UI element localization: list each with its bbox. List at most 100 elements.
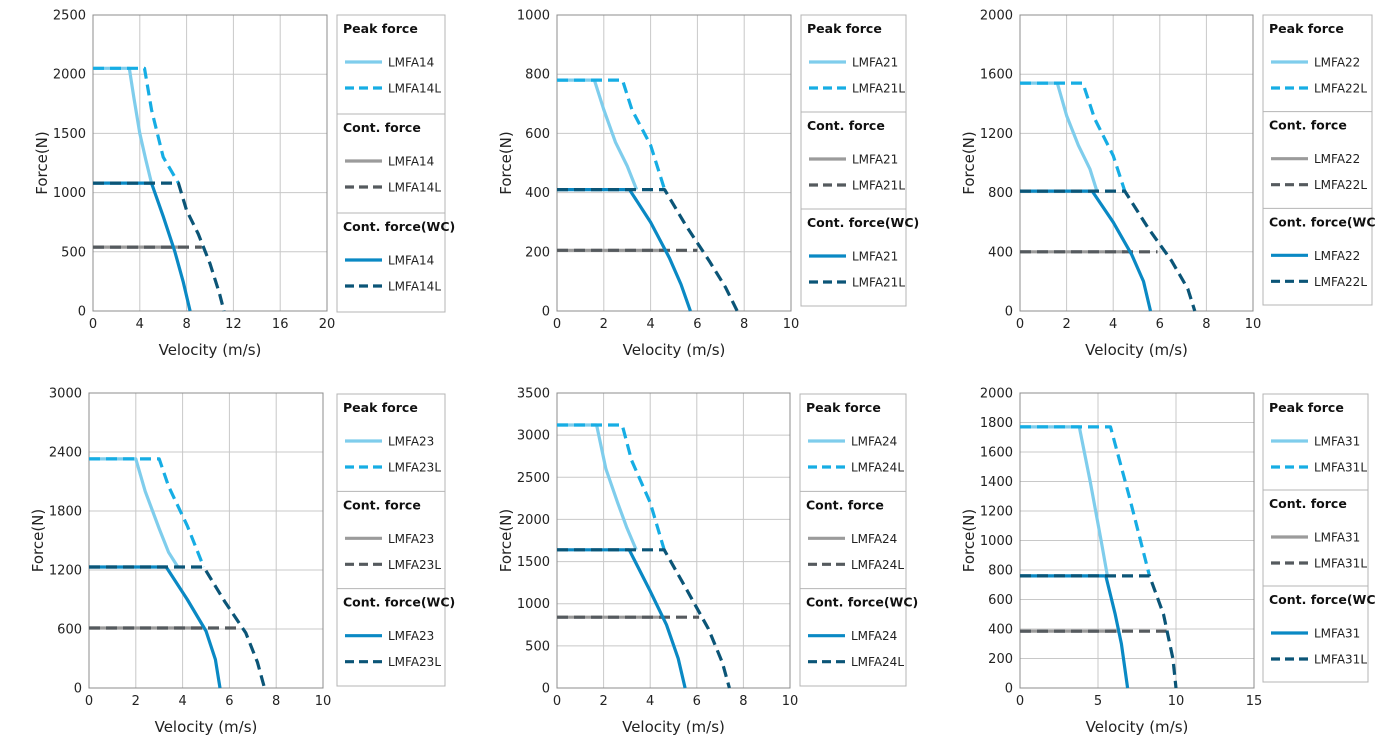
legend-label: LMFA22: [1314, 56, 1360, 70]
x-axis-title: Velocity (m/s): [159, 341, 262, 359]
y-tick-label: 0: [542, 682, 550, 697]
legend-heading: Cont. force(WC): [807, 215, 919, 230]
plot-area: [92, 14, 328, 312]
y-tick-label: 2500: [53, 9, 86, 24]
x-tick-label: 0: [1016, 694, 1024, 709]
series-line-wcL-LMFA31L: [1020, 574, 1178, 689]
series-line-peak-LMFA22: [1020, 81, 1099, 192]
legend: Peak force LMFA31 LMFA31L Cont. force LMFA31…: [1262, 393, 1376, 683]
legend-label: LMFA21L: [852, 179, 905, 193]
y-tick-label: 400: [988, 245, 1013, 260]
y-tick-label: 2000: [980, 387, 1013, 402]
legend-label: LMFA24L: [851, 461, 904, 475]
legend-label: LMFA24: [851, 532, 897, 546]
legend-label: LMFA24: [851, 629, 897, 643]
legend-label: LMFA31L: [1314, 557, 1367, 571]
y-axis-title: Force(N): [497, 509, 515, 573]
x-axis-title: Velocity (m/s): [1086, 718, 1189, 736]
series-line-peakL-LMFA21L: [557, 78, 667, 191]
legend: Peak force LMFA24 LMFA24L Cont. force LMFA24…: [799, 393, 918, 687]
series-line-peak-LMFA21: [557, 78, 639, 191]
x-axis-title: Velocity (m/s): [623, 341, 726, 359]
y-tick-label: 1000: [517, 9, 550, 24]
legend-label: LMFA21L: [852, 82, 905, 96]
x-tick-label: 10: [315, 694, 332, 709]
legend-label: LMFA31: [1314, 435, 1360, 449]
x-tick-label: 8: [272, 694, 280, 709]
legend-heading: Peak force: [1269, 21, 1344, 36]
series-line-wcL-LMFA14L: [93, 181, 226, 312]
x-tick-label: 8: [182, 317, 190, 332]
x-tick-label: 5: [1094, 694, 1102, 709]
y-tick-label: 1000: [517, 597, 550, 612]
y-tick-label: 1200: [980, 127, 1013, 142]
legend-label: LMFA14L: [388, 181, 441, 195]
legend: Peak force LMFA22 LMFA22L Cont. force LMFA22…: [1262, 14, 1376, 306]
y-tick-label: 600: [525, 127, 550, 142]
legend-label: LMFA22: [1314, 249, 1360, 263]
x-tick-label: 6: [693, 317, 701, 332]
y-tick-label: 2500: [517, 471, 550, 486]
plot-area: [1019, 14, 1254, 312]
y-tick-label: 500: [525, 639, 550, 654]
y-tick-label: 1500: [517, 555, 550, 570]
chart-panel-4: 0 2 4 6 8 10 0 600 1200 1800 2400 3000 Velocity (m/s…: [29, 387, 455, 737]
legend-heading: Peak force: [807, 21, 882, 36]
legend-heading: Cont. force(WC): [343, 219, 455, 234]
y-tick-label: 1000: [980, 534, 1013, 549]
legend-label: LMFA21: [852, 56, 898, 70]
legend-label: LMFA24L: [851, 655, 904, 669]
series-line-peak-LMFA31: [1020, 425, 1109, 577]
legend-label: LMFA23L: [388, 461, 441, 475]
chart-panel-6: 0 5 10 15 0 200 400 600 800 1000 1200 1400 1600 1800 2…: [960, 387, 1376, 737]
plot-area: [556, 392, 791, 689]
legend-label: LMFA14: [388, 56, 434, 70]
legend: Peak force LMFA14 LMFA14L Cont. force LMFA14…: [336, 14, 455, 313]
y-axis-title: Force(N): [960, 131, 978, 195]
legend-label: LMFA22L: [1314, 82, 1367, 96]
x-tick-label: 10: [783, 317, 800, 332]
legend-label: LMFA24L: [851, 558, 904, 572]
legend-label: LMFA23: [388, 435, 434, 449]
y-tick-label: 1600: [980, 446, 1013, 461]
y-tick-label: 1200: [980, 505, 1013, 520]
y-tick-label: 500: [61, 245, 86, 260]
legend-heading: Cont. force: [807, 118, 885, 133]
x-tick-label: 12: [225, 317, 242, 332]
legend-heading: Peak force: [343, 21, 418, 36]
legend-box: [336, 393, 446, 687]
y-tick-label: 800: [988, 564, 1013, 579]
series-line-wc-LMFA24: [557, 548, 687, 689]
x-tick-label: 0: [85, 694, 93, 709]
legend-label: LMFA24: [851, 435, 897, 449]
chart-panel-2: 0 2 4 6 8 10 0 200 400 600 800 1000 Velocity (m/s) Fo…: [497, 9, 919, 360]
series-line-wc-LMFA23: [89, 565, 222, 689]
x-tick-label: 10: [1245, 317, 1262, 332]
x-tick-label: 10: [1168, 694, 1185, 709]
legend-heading: Peak force: [1269, 400, 1344, 415]
legend-label: LMFA23L: [388, 558, 441, 572]
x-tick-label: 0: [1016, 317, 1024, 332]
series-line-wcL-LMFA21L: [557, 188, 739, 312]
series-line-peak-LMFA24: [557, 423, 638, 551]
legend-label: LMFA31: [1314, 531, 1360, 545]
x-tick-label: 6: [1156, 317, 1164, 332]
x-tick-label: 4: [136, 317, 144, 332]
legend-label: LMFA31: [1314, 627, 1360, 641]
y-tick-label: 800: [525, 68, 550, 83]
plot-area: [556, 14, 792, 312]
series-line-peakL-LMFA31L: [1020, 425, 1152, 577]
series-line-wcL-LMFA23L: [89, 565, 267, 689]
legend-heading: Cont. force(WC): [343, 595, 455, 610]
x-tick-label: 8: [1202, 317, 1210, 332]
x-tick-label: 2: [600, 317, 608, 332]
x-axis-title: Velocity (m/s): [1085, 341, 1188, 359]
y-tick-label: 0: [78, 305, 86, 320]
legend-label: LMFA31L: [1314, 653, 1367, 667]
y-tick-label: 1200: [49, 564, 82, 579]
legend-heading: Cont. force(WC): [806, 595, 918, 610]
legend-label: LMFA22: [1314, 152, 1360, 166]
legend-label: LMFA21: [852, 250, 898, 264]
y-tick-label: 600: [988, 593, 1013, 608]
